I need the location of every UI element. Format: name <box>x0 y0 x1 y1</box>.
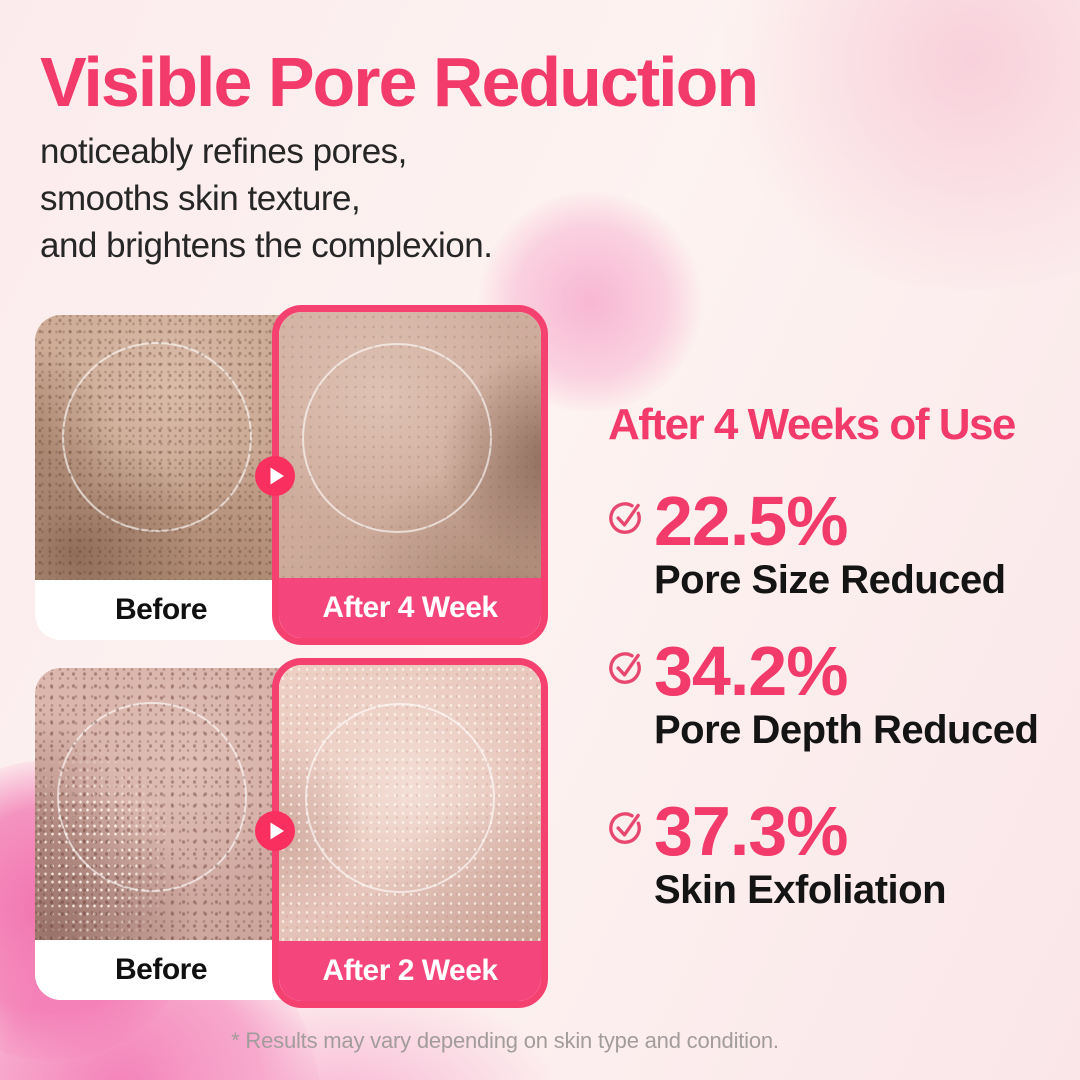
focus-circle <box>305 703 495 893</box>
page-title: Visible Pore Reduction <box>40 43 759 121</box>
subtitle: noticeably refines pores, smooths skin t… <box>40 128 493 269</box>
play-button[interactable] <box>255 456 295 496</box>
stat-skin-exfoliation: 37.3% Skin Exfoliation <box>604 792 947 913</box>
after-label: After 4 Week <box>279 578 541 638</box>
stat-pore-size: 22.5% Pore Size Reduced <box>604 486 1006 603</box>
stat-value: 37.3% <box>654 792 848 870</box>
play-icon <box>255 456 295 496</box>
stat-label: Pore Depth Reduced <box>654 708 1039 752</box>
results-heading: After 4 Weeks of Use <box>608 400 1016 449</box>
after-card-week2: After 2 Week <box>272 658 548 1008</box>
stat-label: Skin Exfoliation <box>654 868 947 912</box>
before-skin-photo <box>35 315 287 580</box>
focus-circle <box>302 343 492 533</box>
stat-label: Pore Size Reduced <box>654 558 1006 602</box>
before-card-week2: Before <box>35 668 287 1000</box>
disclaimer-text: * Results may vary depending on skin typ… <box>231 1028 779 1053</box>
check-circle-icon <box>609 502 641 534</box>
focus-circle <box>57 702 247 892</box>
skin-sparkle-texture <box>35 749 174 940</box>
subtitle-line: noticeably refines pores, <box>40 132 407 171</box>
subtitle-line: and brightens the complexion. <box>40 226 493 265</box>
after-skin-photo <box>279 665 541 941</box>
before-skin-photo <box>35 668 287 940</box>
stat-value: 34.2% <box>654 632 848 710</box>
stat-value: 22.5% <box>654 482 848 560</box>
after-skin-photo <box>279 312 541 578</box>
before-label: Before <box>35 940 287 1000</box>
before-card-week4: Before <box>35 315 287 640</box>
after-label: After 2 Week <box>279 941 541 1001</box>
subtitle-line: smooths skin texture, <box>40 179 361 218</box>
before-label: Before <box>35 580 287 640</box>
check-circle-icon <box>609 812 641 844</box>
check-circle-icon <box>609 652 641 684</box>
stat-pore-depth: 34.2% Pore Depth Reduced <box>604 632 1039 753</box>
play-icon <box>255 811 295 851</box>
after-card-week4: After 4 Week <box>272 305 548 645</box>
play-button[interactable] <box>255 811 295 851</box>
focus-circle <box>62 342 252 532</box>
